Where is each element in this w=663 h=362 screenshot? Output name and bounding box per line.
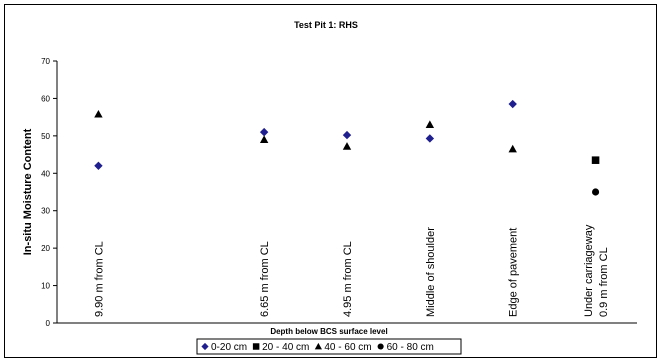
category-labels: 9.90 m from CL 6.65 m from CL 4.95 m from … [93, 224, 610, 317]
legend-marker-diamond [201, 342, 209, 351]
data-point-triangle [508, 144, 517, 153]
data-point-triangle [425, 120, 435, 128]
chart-title: Test Pit 1: RHS [294, 20, 358, 30]
legend-label: 0-20 cm [211, 342, 247, 353]
data-point-square [591, 156, 600, 164]
data-point-diamond [425, 134, 435, 143]
y-tick-label: 30 [41, 207, 50, 216]
legend-marker-square [252, 343, 260, 350]
data-point-diamond [342, 130, 352, 140]
category-label: Under carriageway [583, 224, 595, 317]
legend-marker-circle [377, 343, 384, 350]
data-point-diamond [259, 127, 269, 137]
category-label: 9.90 m from CL [93, 241, 105, 317]
legend-label: 60 - 80 cm [387, 342, 434, 353]
data-point-diamond [94, 161, 103, 170]
legend-label: 40 - 60 cm [324, 342, 371, 353]
y-tick-label: 0 [46, 319, 51, 328]
legend: 0-20 cm 20 - 40 cm 40 - 60 cm 60 - 80 cm [196, 338, 462, 355]
category-label: Middle of shoulder [425, 227, 437, 317]
y-tick-label: 20 [41, 244, 50, 253]
category-label: 6.65 m from CL [259, 241, 271, 317]
legend-box [196, 338, 462, 355]
y-tick-label: 10 [41, 282, 50, 291]
legend-label: 20 - 40 cm [262, 342, 309, 353]
data-point-triangle [342, 142, 352, 150]
category-label: Edge of pavement [508, 228, 520, 317]
y-axis-label: In-situ Moisture Content [22, 128, 34, 255]
x-axis-label: Depth below BCS surface level [270, 327, 387, 336]
y-axis: 0 10 20 30 40 50 60 70 [41, 57, 58, 328]
y-tick-label: 50 [41, 132, 50, 141]
category-label: 4.95 m from CL [342, 241, 354, 317]
data-point-triangle [259, 135, 269, 143]
markers [94, 99, 600, 196]
legend-marker-triangle [314, 342, 322, 350]
data-point-triangle [94, 109, 103, 118]
data-point-circle [592, 188, 600, 196]
data-point-diamond [508, 99, 517, 109]
y-tick-label: 40 [41, 169, 50, 178]
y-tick-label: 70 [41, 57, 50, 66]
category-label: 0.9 m from CL [598, 247, 610, 317]
chart-frame: Test Pit 1: RHS 0 10 20 30 40 50 60 70 9.90 m f… [4, 4, 657, 358]
y-tick-label: 60 [41, 94, 50, 103]
chart-svg: Test Pit 1: RHS 0 10 20 30 40 50 60 70 9.90 m f… [22, 20, 637, 355]
